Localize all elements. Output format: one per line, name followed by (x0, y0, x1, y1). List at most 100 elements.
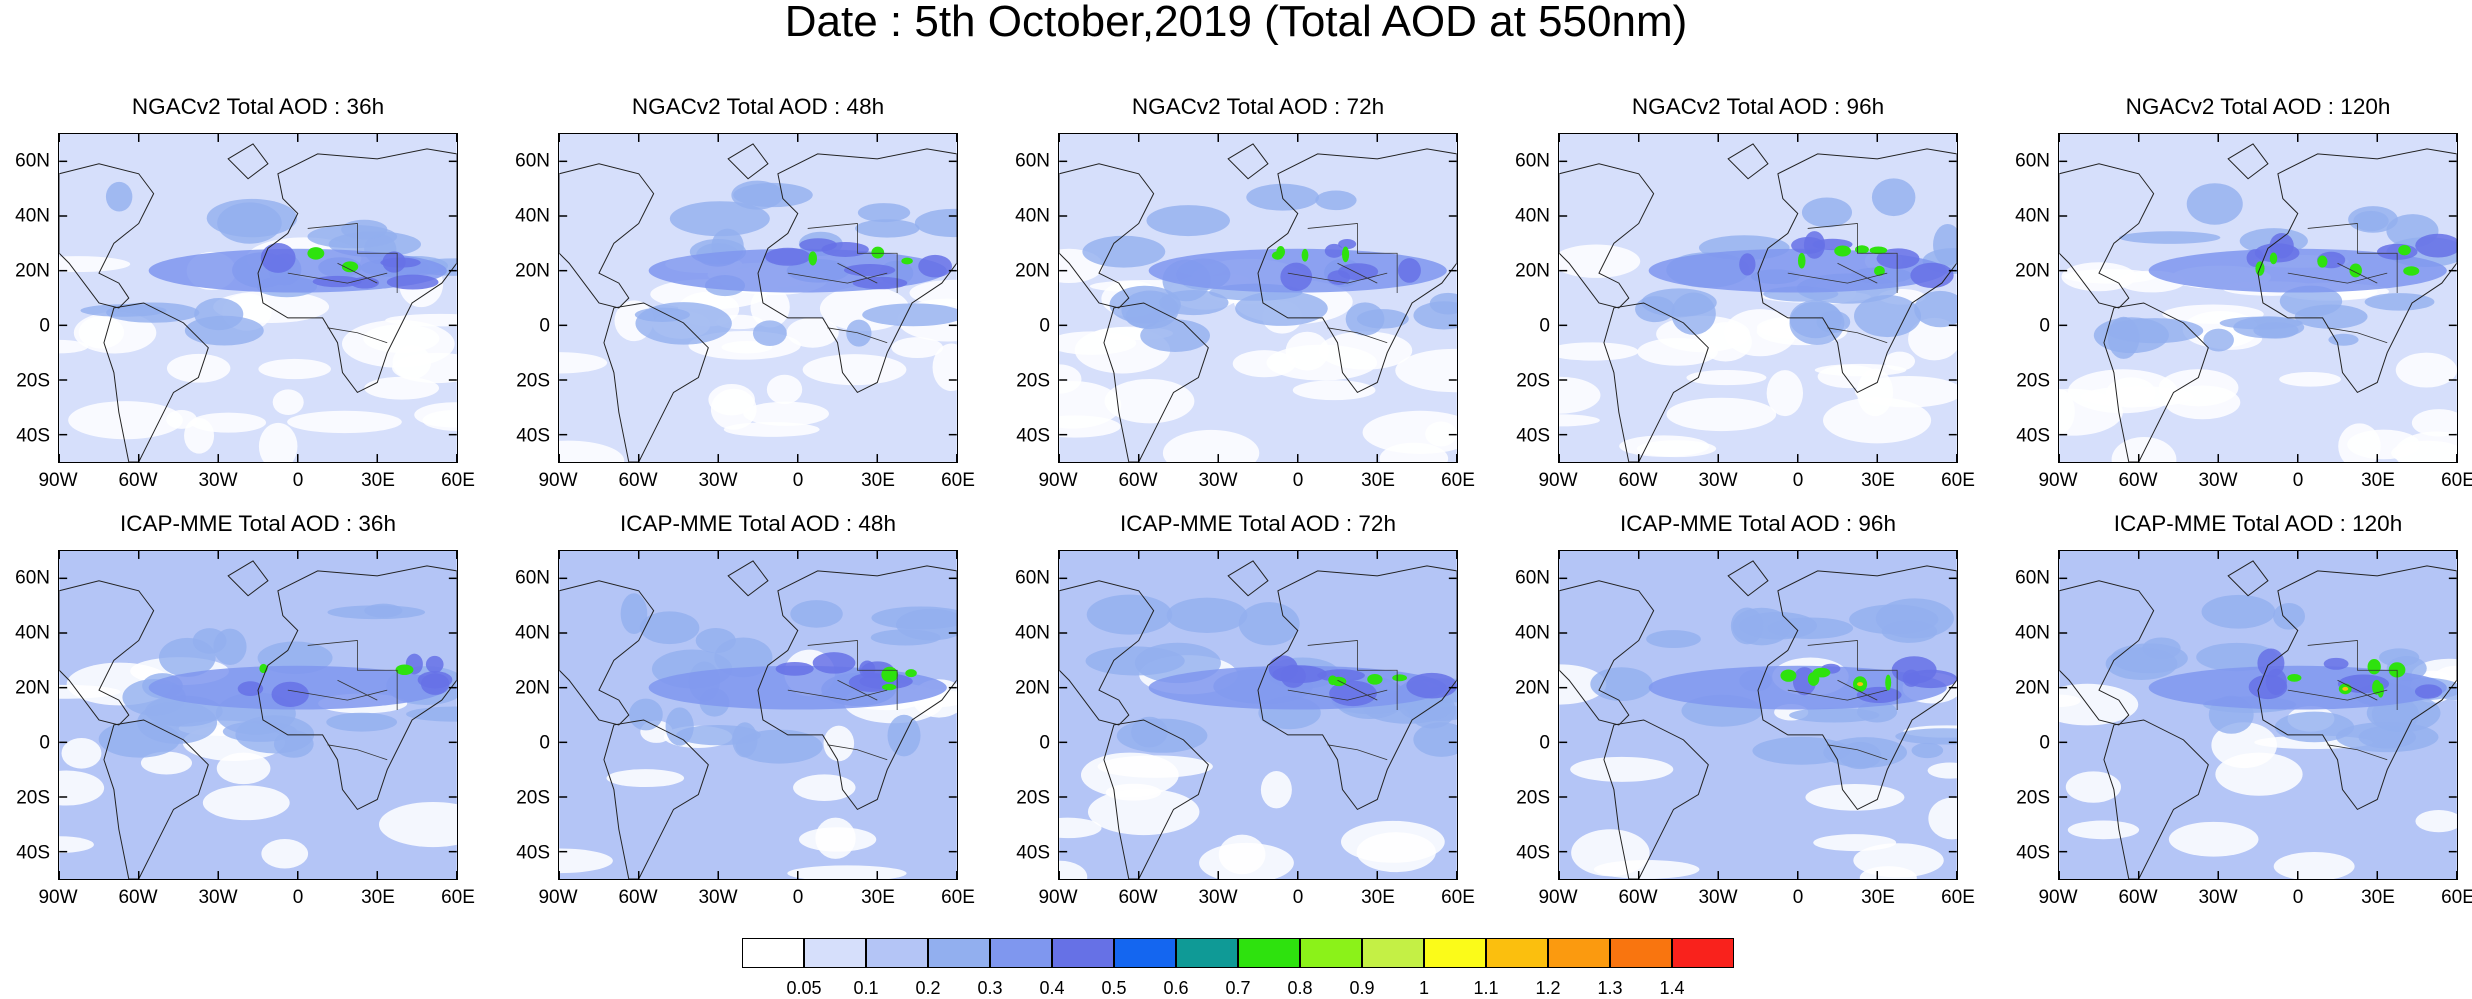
clear-air-patch (1637, 337, 1718, 366)
lon-tick-label: 60E (941, 887, 975, 908)
dust-core (1280, 262, 1313, 292)
clear-air-patch (61, 737, 102, 769)
aerosol-plume (235, 715, 315, 754)
dust-core (1902, 669, 1921, 687)
clear-air-patch (59, 256, 131, 273)
aod-hotspot (1874, 265, 1885, 277)
lon-tick-label: 90W (1538, 470, 1578, 491)
lon-tick-label: 30W (1198, 887, 1238, 908)
lat-tick-label: 40S (516, 425, 550, 446)
aod-peak (1857, 682, 1864, 687)
lon-tick-label: 30E (1861, 470, 1895, 491)
clear-air-patch (2338, 423, 2381, 462)
lat-tick-label: 0 (1539, 732, 1550, 753)
colorbar-swatch (1362, 938, 1424, 968)
lat-tick-label: 60N (15, 567, 50, 588)
clear-air-patch (2279, 371, 2341, 387)
panel-title: ICAP-MME Total AOD : 72h (1120, 511, 1396, 536)
lon-tick-label: 30W (698, 887, 738, 908)
aerosol-plume (406, 706, 457, 722)
clear-air-patch (1162, 429, 1260, 462)
aod-hotspot (341, 261, 359, 273)
clear-air-patch (1817, 364, 1881, 389)
lon-tick-label: 30W (2198, 470, 2238, 491)
lon-tick-label: 90W (2038, 887, 2078, 908)
aerosol-plume (192, 628, 227, 654)
aerosol-plume (669, 201, 770, 237)
lat-tick-label: 20N (1515, 677, 1550, 698)
aod-hotspot (307, 247, 325, 260)
lat-tick-label: 40N (2015, 622, 2050, 643)
aod-hotspot (1301, 248, 1309, 262)
clear-air-patch (2411, 409, 2457, 437)
aerosol-plume (790, 600, 843, 628)
colorbar-label: 0.1 (853, 978, 879, 998)
lat-tick-label: 20S (16, 370, 50, 391)
lat-tick-label: 0 (539, 315, 550, 336)
lon-tick-label: 0 (292, 887, 304, 908)
lon-tick-label: 60W (618, 887, 658, 908)
dust-core (260, 243, 296, 273)
colorbar-swatch (1486, 938, 1548, 968)
lat-tick-label: 40N (1015, 622, 1050, 643)
clear-air-patch (1813, 834, 1897, 852)
colorbar-swatch (928, 938, 990, 968)
lat-tick-label: 40N (515, 622, 550, 643)
clear-air-patch (166, 353, 231, 383)
lon-tick-label: 30W (1698, 470, 1738, 491)
lat-tick-label: 60N (515, 567, 550, 588)
lat-tick-label: 0 (1039, 315, 1050, 336)
lon-tick-label: 30W (198, 887, 238, 908)
clear-air-patch (287, 410, 402, 434)
aerosol-plume (1082, 235, 1166, 268)
colorbar-swatch (1424, 938, 1486, 968)
aod-hotspot (2398, 245, 2411, 256)
lon-tick-label: 30E (361, 470, 395, 491)
lon-tick-label: 90W (2038, 470, 2078, 491)
aod-map (2058, 550, 2458, 880)
clear-air-patch (559, 848, 613, 874)
map-frame: 60N 40N 20N 0 20S 40S 90W 60W 30W 0 30E 60E (1515, 133, 1975, 490)
aerosol-plume (2203, 328, 2234, 352)
aod-hotspot (808, 251, 818, 266)
colorbar-swatch (1610, 938, 1672, 968)
aerosol-plume (2201, 594, 2276, 629)
lat-tick-label: 0 (1539, 315, 1550, 336)
lat-tick-label: 40N (515, 205, 550, 226)
colorbar-swatch (1114, 938, 1176, 968)
aerosol-plume (1730, 607, 1764, 645)
colorbar-swatch (804, 938, 866, 968)
aerosol-plume (105, 181, 133, 212)
aerosol-plume (628, 698, 663, 731)
aod-hotspot (2269, 252, 2278, 265)
map-frame: 60N 40N 20N 0 20S 40S 90W 60W 30W 0 30E 60E (1515, 550, 1975, 907)
clear-air-patch (1232, 350, 1296, 378)
aerosol-plume (752, 320, 787, 347)
aod-hotspot (1328, 675, 1338, 686)
aerosol-plume (2106, 318, 2204, 344)
lon-tick-label: 30W (1198, 470, 1238, 491)
aerosol-plume (1641, 288, 1717, 317)
lat-tick-label: 40N (1515, 205, 1550, 226)
lat-tick-label: 0 (39, 732, 50, 753)
clear-air-patch (1059, 331, 1137, 355)
clear-air-patch (1884, 351, 1916, 371)
panel-title: ICAP-MME Total AOD : 48h (620, 511, 896, 536)
aod-map (1558, 550, 1958, 880)
colorbar-label: 1.1 (1473, 978, 1499, 998)
aod-hotspot (1392, 674, 1407, 682)
lat-tick-label: 60N (1015, 150, 1050, 171)
clear-air-patch (710, 388, 757, 430)
aerosol-plume (1140, 319, 1210, 352)
clear-air-patch (2415, 810, 2457, 833)
aod-hotspot (882, 683, 897, 691)
lon-tick-label: 90W (538, 470, 578, 491)
lat-tick-label: 20N (15, 677, 50, 698)
aerosol-plume (1854, 295, 1922, 338)
aerosol-plume (2105, 647, 2178, 681)
clear-air-patch (1570, 756, 1674, 782)
aerosol-plume (2273, 602, 2306, 630)
dust-core (2414, 684, 2443, 699)
dust-core (2248, 674, 2288, 700)
clear-air-patch (1928, 797, 1957, 840)
